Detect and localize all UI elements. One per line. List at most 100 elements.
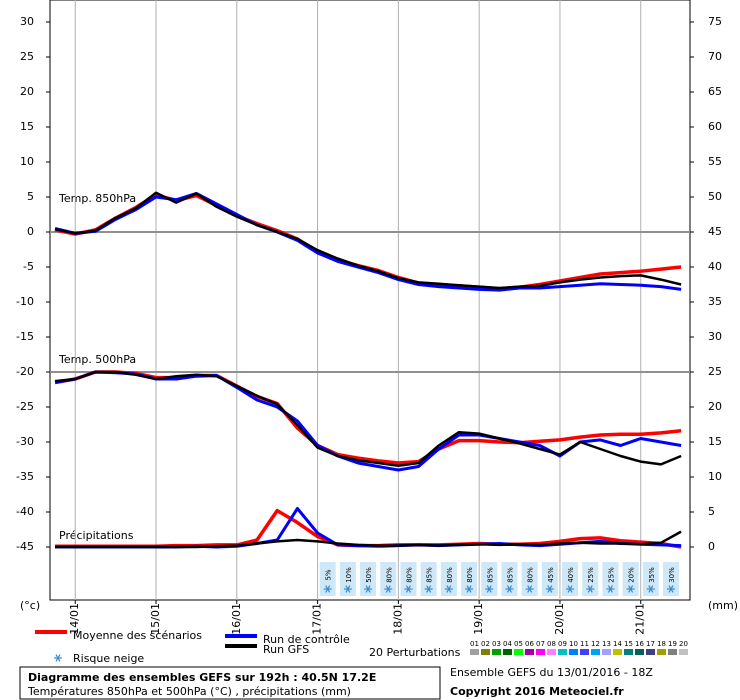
snowflake-icon bbox=[586, 585, 595, 593]
footer-title: Diagramme des ensembles GEFS sur 192h : … bbox=[28, 671, 376, 684]
y2-tick-label: 40 bbox=[708, 260, 722, 273]
y-tick-label: -10 bbox=[16, 295, 34, 308]
legend-label: Risque neige bbox=[73, 652, 144, 665]
label-500: Temp. 500hPa bbox=[58, 353, 136, 366]
y-tick-label: -25 bbox=[16, 400, 34, 413]
snow-risk-label: 45% bbox=[547, 567, 555, 583]
y-tick-label: 5 bbox=[27, 190, 34, 203]
snow-risk-label: 50% bbox=[365, 567, 373, 583]
snowflake-arm bbox=[607, 585, 613, 593]
y-tick-label: -30 bbox=[16, 435, 34, 448]
snowflake-arm bbox=[547, 585, 553, 593]
snow-risk-box bbox=[420, 562, 437, 596]
y-tick-label: 0 bbox=[27, 225, 34, 238]
snow-risk-box bbox=[642, 562, 659, 596]
perturbation-swatch bbox=[646, 649, 655, 655]
snow-risk-label: 80% bbox=[446, 567, 454, 583]
perturbation-number: 18 bbox=[657, 640, 666, 648]
footer-box bbox=[19, 666, 441, 700]
snow-risk-box bbox=[481, 562, 498, 596]
perturbation-number: 02 bbox=[481, 640, 490, 648]
y-tick-label: 30 bbox=[20, 15, 34, 28]
perturbation-number: 19 bbox=[668, 640, 677, 648]
snowflake-arm bbox=[628, 585, 634, 593]
y-tick-label: 25 bbox=[20, 50, 34, 63]
perturbation-number: 07 bbox=[536, 640, 545, 648]
snow-risk-label: 20% bbox=[628, 567, 636, 583]
snow-risk-label: 85% bbox=[486, 567, 494, 583]
label-850: Temp. 850hPa bbox=[58, 192, 136, 205]
label-precip: Précipitations bbox=[59, 529, 134, 542]
y2-unit: (mm) bbox=[708, 599, 738, 612]
y2-tick-label: 75 bbox=[708, 15, 722, 28]
snow-risk-label: 25% bbox=[587, 567, 595, 583]
perturbation-swatch bbox=[679, 649, 688, 655]
x-tick-label: 19/01 bbox=[472, 603, 485, 635]
x-tick-label: 15/01 bbox=[149, 603, 162, 635]
snow-risk-box bbox=[319, 562, 336, 596]
snowflake-arm bbox=[426, 585, 432, 593]
perturbation-swatch bbox=[547, 649, 556, 655]
perturbation-number: 09 bbox=[558, 640, 567, 648]
snowflake-icon bbox=[566, 585, 575, 593]
y2-tick-label: 55 bbox=[708, 155, 722, 168]
y2-tick-label: 20 bbox=[708, 400, 722, 413]
y2-tick-label: 30 bbox=[708, 330, 722, 343]
y2-tick-label: 5 bbox=[708, 505, 715, 518]
perturbation-number: 16 bbox=[635, 640, 644, 648]
perturbation-swatch bbox=[536, 649, 545, 655]
perturbation-number: 13 bbox=[602, 640, 611, 648]
perturbation-swatch bbox=[580, 649, 589, 655]
snow-risk-box bbox=[582, 562, 599, 596]
y2-tick-label: 45 bbox=[708, 225, 722, 238]
snow-risk-label: 30% bbox=[668, 567, 676, 583]
y2-tick-label: 65 bbox=[708, 85, 722, 98]
x-tick-label: 17/01 bbox=[311, 603, 324, 635]
perturbation-number: 11 bbox=[580, 640, 589, 648]
snowflake-icon bbox=[384, 585, 393, 593]
series-line bbox=[54, 370, 682, 468]
perturbation-swatch bbox=[503, 649, 512, 655]
x-tick-label: 21/01 bbox=[634, 603, 647, 635]
y-tick-label: -20 bbox=[16, 365, 34, 378]
perturbation-swatch bbox=[613, 649, 622, 655]
y2-tick-label: 0 bbox=[708, 540, 715, 553]
snowflake-icon bbox=[667, 585, 676, 593]
snowflake-arm bbox=[405, 585, 411, 593]
y2-tick-label: 15 bbox=[708, 435, 722, 448]
snowflake-arm bbox=[365, 585, 371, 593]
snowflake-arm bbox=[466, 585, 472, 593]
snowflake-icon bbox=[54, 654, 62, 662]
perturbation-number: 20 bbox=[679, 640, 688, 648]
snow-risk-label: 85% bbox=[506, 567, 514, 583]
snowflake-icon bbox=[485, 585, 494, 593]
snowflake-icon bbox=[364, 585, 373, 593]
perturbation-number: 05 bbox=[514, 640, 523, 648]
perturbation-number: 06 bbox=[525, 640, 534, 648]
perturbation-swatch bbox=[635, 649, 644, 655]
snow-risk-label: 80% bbox=[527, 567, 535, 583]
snow-risk-label: 80% bbox=[385, 567, 393, 583]
perturbation-number: 10 bbox=[569, 640, 578, 648]
snow-risk-label: 85% bbox=[426, 567, 434, 583]
perturbation-number: 03 bbox=[492, 640, 501, 648]
snowflake-icon bbox=[525, 585, 534, 593]
legend-label: 20 Perturbations bbox=[369, 646, 461, 659]
snow-risk-label: 80% bbox=[405, 567, 413, 583]
snowflake-arm bbox=[446, 585, 452, 593]
perturbation-swatch bbox=[470, 649, 479, 655]
snowflake-icon bbox=[465, 585, 474, 593]
snowflake-icon bbox=[606, 585, 615, 593]
perturbation-swatch bbox=[602, 649, 611, 655]
x-tick-label: 14/01 bbox=[68, 603, 81, 635]
snowflake-arm bbox=[385, 585, 391, 593]
snow-risk-label: 25% bbox=[607, 567, 615, 583]
snow-risk-label: 10% bbox=[345, 567, 353, 583]
series-line bbox=[55, 530, 682, 549]
footer-subtitle: Températures 850hPa et 500hPa (°C) , pré… bbox=[27, 685, 351, 698]
snowflake-icon bbox=[404, 585, 413, 593]
snow-risk-box bbox=[380, 562, 397, 596]
perturbation-swatch bbox=[591, 649, 600, 655]
snowflake-arm bbox=[506, 585, 512, 593]
